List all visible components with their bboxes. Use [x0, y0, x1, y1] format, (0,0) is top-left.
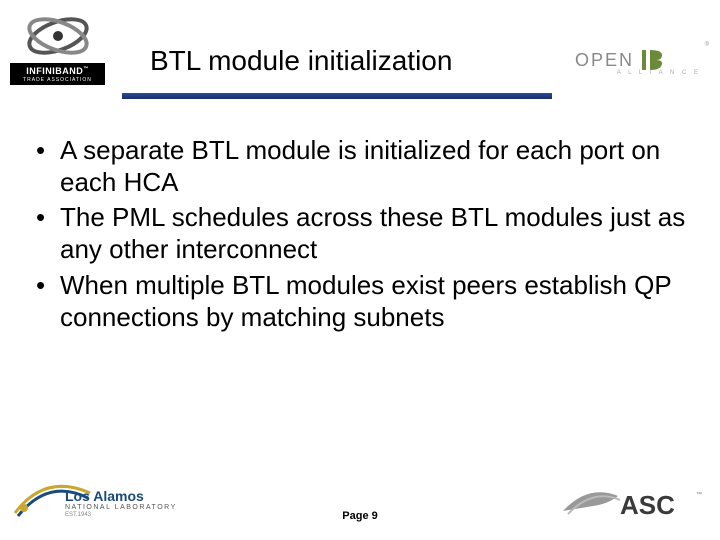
infiniband-label: INFINIBAND™ TRADE ASSOCIATION	[10, 63, 105, 85]
bullet-list: A separate BTL module is initialized for…	[30, 135, 690, 333]
slide: INFINIBAND™ TRADE ASSOCIATION BTL module…	[0, 0, 720, 540]
asc-text: ASC	[620, 490, 675, 520]
trademark-icon: ®	[705, 42, 709, 48]
bullet-item: The PML schedules across these BTL modul…	[30, 202, 690, 265]
infiniband-logo: INFINIBAND™ TRADE ASSOCIATION	[10, 8, 105, 88]
infiniband-text-1: INFINIBAND	[26, 66, 83, 76]
slide-body: A separate BTL module is initialized for…	[30, 135, 690, 337]
svg-text:™: ™	[696, 491, 702, 498]
openib-logo: ® OPEN A L L I A N C E	[575, 40, 705, 80]
infiniband-text-2: TRADE ASSOCIATION	[23, 77, 92, 83]
asc-logo: ASC ™	[558, 476, 708, 526]
infiniband-swirl-icon	[23, 11, 93, 61]
bullet-item: When multiple BTL modules exist peers es…	[30, 270, 690, 333]
bullet-item: A separate BTL module is initialized for…	[30, 135, 690, 198]
openib-subtext: A L L I A N C E	[617, 70, 701, 76]
title-underline	[122, 93, 552, 99]
openib-text: OPEN	[575, 50, 634, 71]
slide-title: BTL module initialization	[150, 45, 550, 77]
